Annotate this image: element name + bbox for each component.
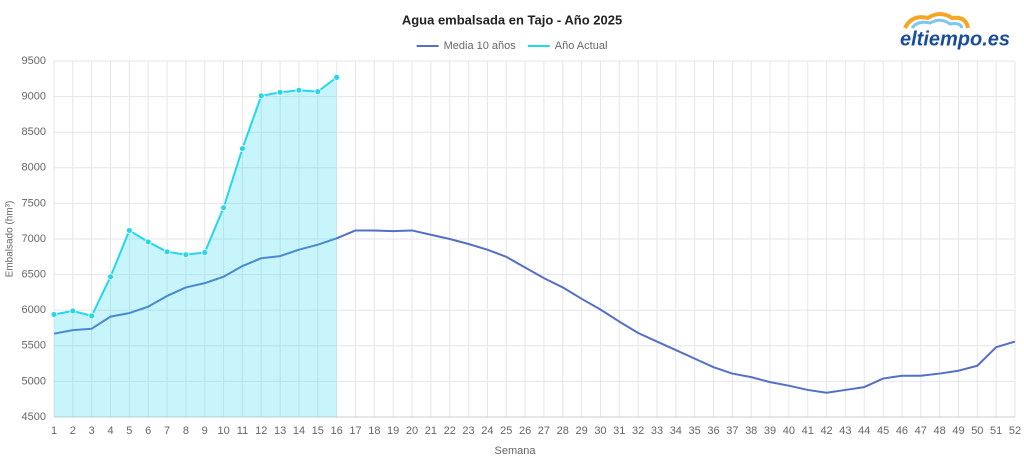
y-tick-label: 9000	[22, 91, 46, 103]
x-tick-label: 18	[368, 425, 380, 437]
x-tick-label: 9	[202, 425, 208, 437]
y-tick-label: 4500	[22, 411, 46, 423]
x-tick-label: 3	[89, 425, 95, 437]
x-tick-label: 14	[293, 425, 305, 437]
x-tick-label: 47	[915, 425, 927, 437]
x-tick-label: 26	[519, 425, 531, 437]
y-tick-label: 8500	[22, 126, 46, 138]
x-tick-label: 17	[349, 425, 361, 437]
x-tick-label: 37	[726, 425, 738, 437]
point	[182, 251, 190, 259]
x-tick-label: 10	[217, 425, 229, 437]
x-tick-label: 27	[538, 425, 550, 437]
point	[220, 204, 227, 212]
point	[295, 86, 303, 94]
x-tick-label: 49	[952, 425, 964, 437]
point	[201, 249, 209, 256]
y-tick-label: 9500	[22, 55, 46, 67]
y-axis-title: Embalsado (hm³)	[5, 201, 16, 278]
point	[50, 311, 58, 318]
x-tick-label: 8	[183, 425, 189, 437]
x-tick-label: 30	[594, 425, 606, 437]
x-tick-label: 29	[575, 425, 587, 437]
x-tick-label: 36	[707, 425, 719, 437]
x-tick-label: 34	[670, 425, 682, 437]
x-tick-label: 22	[444, 425, 456, 437]
point	[88, 312, 96, 320]
point	[314, 88, 322, 96]
x-tick-label: 21	[425, 425, 437, 437]
x-tick-label: 35	[689, 425, 701, 437]
x-tick-label: 16	[331, 425, 343, 437]
point	[107, 273, 114, 281]
x-tick-label: 44	[858, 425, 870, 437]
point	[276, 88, 284, 96]
x-tick-label: 15	[312, 425, 324, 437]
x-tick-label: 40	[783, 425, 795, 437]
x-tick-label: 20	[406, 425, 418, 437]
x-tick-label: 50	[971, 425, 983, 437]
y-tick-label: 6500	[22, 269, 46, 281]
point	[163, 248, 171, 256]
x-tick-label: 4	[107, 425, 113, 437]
point	[144, 238, 152, 246]
y-tick-label: 6000	[22, 304, 46, 316]
point	[333, 73, 341, 81]
x-tick-label: 23	[462, 425, 474, 437]
logo-cloud-inner	[910, 18, 964, 29]
area	[54, 77, 337, 417]
line	[53, 229, 1016, 394]
x-tick-label: 19	[387, 425, 399, 437]
legend: Media 10 años Año Actual	[416, 40, 608, 52]
point	[69, 307, 77, 315]
x-axis-title: Semana	[495, 445, 537, 457]
y-tick-label: 7000	[22, 233, 46, 245]
x-tick-label: 33	[651, 425, 663, 437]
x-tick-label: 32	[632, 425, 644, 437]
x-tick-label: 31	[613, 425, 625, 437]
x-tick-label: 1	[51, 425, 57, 437]
x-tick-label: 42	[820, 425, 832, 437]
x-tick-label: 51	[990, 425, 1002, 437]
logo: eltiempo.es	[900, 12, 1010, 50]
x-tick-label: 39	[764, 425, 776, 437]
x-tick-label: 41	[802, 425, 814, 437]
x-tick-label: 5	[126, 425, 132, 437]
x-tick-label: 7	[164, 425, 170, 437]
x-tick-label: 46	[896, 425, 908, 437]
x-tick-label: 12	[255, 425, 267, 437]
x-tick-label: 52	[1009, 425, 1021, 437]
legend-label: Media 10 años	[444, 40, 517, 52]
x-tick-label: 13	[274, 425, 286, 437]
x-tick-label: 38	[745, 425, 757, 437]
logo-text: eltiempo.es	[900, 28, 1010, 50]
point	[257, 92, 265, 100]
point	[125, 227, 133, 234]
x-tick-label: 6	[145, 425, 151, 437]
y-tick-label: 8000	[22, 162, 46, 174]
legend-label: Año Actual	[555, 40, 608, 52]
line	[53, 76, 338, 317]
chart-title: Agua embalsada en Tajo - Año 2025	[402, 12, 622, 27]
x-tick-label: 2	[70, 425, 76, 437]
point	[239, 145, 246, 152]
y-tick-label: 5000	[22, 375, 46, 387]
x-tick-label: 11	[237, 425, 248, 437]
x-tick-label: 45	[877, 425, 889, 437]
y-tick-label: 7500	[22, 197, 46, 209]
x-tick-label: 24	[481, 425, 493, 437]
x-tick-label: 43	[839, 425, 851, 437]
logo-cloud	[903, 12, 970, 29]
x-tick-label: 28	[557, 425, 569, 437]
x-tick-label: 25	[500, 425, 512, 437]
x-tick-label: 48	[934, 425, 946, 437]
y-tick-label: 5500	[22, 340, 46, 352]
